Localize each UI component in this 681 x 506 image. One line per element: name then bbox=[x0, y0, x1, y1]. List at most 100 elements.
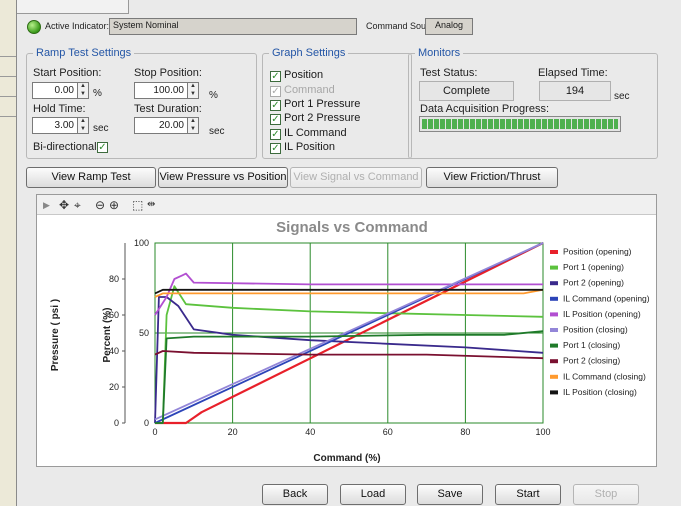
x-tick-label: 80 bbox=[460, 427, 470, 437]
chart-toolbar: ▶ ✥ ⌖ ⊖ ⊕ ⬚ ⇹ bbox=[37, 195, 656, 215]
left-window-strip bbox=[0, 0, 17, 506]
pressure-tick-label: 20 bbox=[109, 382, 119, 392]
legend-swatch bbox=[550, 312, 558, 317]
load-button[interactable]: Load bbox=[340, 484, 406, 505]
percent-axis-label: Percent (%) bbox=[102, 307, 113, 362]
legend-entry: Port 1 (closing) bbox=[563, 340, 620, 350]
bidirectional-checkbox[interactable]: ✓ bbox=[97, 142, 108, 153]
play-arrow-icon[interactable]: ▶ bbox=[43, 200, 50, 210]
x-tick-label: 20 bbox=[228, 427, 238, 437]
zoom-in-icon[interactable]: ⊕ bbox=[109, 198, 120, 212]
spin-down-icon[interactable]: ▼ bbox=[190, 125, 196, 132]
checkbox-icon[interactable]: ✓ bbox=[270, 100, 281, 111]
stop-button: Stop bbox=[573, 484, 639, 505]
cursor-icon[interactable]: ⇹ bbox=[147, 199, 156, 210]
pressure-axis-label: Pressure ( psi ) bbox=[50, 299, 61, 371]
legend-entry: IL Position (closing) bbox=[563, 387, 637, 397]
legend-entry: IL Command (closing) bbox=[563, 371, 646, 381]
legend-entry: Position (closing) bbox=[563, 325, 628, 335]
active-indicator-field: System Nominal bbox=[109, 18, 357, 35]
spin-up-icon[interactable]: ▲ bbox=[190, 118, 196, 124]
percent-tick-label: 50 bbox=[139, 328, 149, 338]
command-source-label: Command Source: bbox=[366, 21, 442, 31]
start-button[interactable]: Start bbox=[495, 484, 561, 505]
series-line-9 bbox=[154, 288, 544, 298]
series-line-1 bbox=[155, 242, 544, 425]
checkbox-icon[interactable]: ✓ bbox=[270, 143, 281, 154]
spin-down-icon[interactable]: ▼ bbox=[190, 90, 196, 97]
window-frame-fragment bbox=[17, 0, 129, 14]
x-axis-label: Command (%) bbox=[313, 453, 380, 464]
graph-option-position[interactable]: ✓ Position bbox=[270, 69, 324, 82]
monitors-group: Monitors bbox=[408, 47, 658, 159]
graph-settings-legend: Graph Settings bbox=[272, 47, 346, 59]
stop-position-value[interactable]: 100.00 bbox=[134, 82, 188, 99]
command-source-field: Analog bbox=[425, 18, 473, 35]
x-tick-label: 100 bbox=[535, 427, 550, 437]
legend-swatch bbox=[550, 250, 558, 254]
graph-option-il-command[interactable]: ✓ IL Command bbox=[270, 127, 347, 140]
save-button[interactable]: Save bbox=[417, 484, 483, 505]
hold-time-value[interactable]: 3.00 bbox=[32, 117, 78, 134]
legend-entry: Position (opening) bbox=[563, 247, 632, 257]
spin-up-icon[interactable]: ▲ bbox=[80, 118, 86, 124]
spin-up-icon[interactable]: ▲ bbox=[80, 83, 86, 89]
checkbox-icon[interactable]: ✓ bbox=[270, 71, 281, 82]
signal-test-panel: Active Indicator: System Nominal Command… bbox=[17, 0, 681, 506]
checkbox-icon[interactable]: ✓ bbox=[270, 129, 281, 140]
spin-down-icon[interactable]: ▼ bbox=[80, 125, 86, 132]
checkbox-icon: ✓ bbox=[270, 86, 281, 97]
legend-entry: Port 2 (opening) bbox=[563, 278, 624, 288]
box-select-icon[interactable]: ⬚ bbox=[132, 198, 144, 212]
series-line-5 bbox=[154, 272, 543, 316]
legend-entry: IL Position (opening) bbox=[563, 309, 641, 319]
elapsed-time-label: Elapsed Time: bbox=[538, 67, 608, 79]
elapsed-time-value: 194 bbox=[539, 81, 611, 101]
graph-option-port1-pressure[interactable]: ✓ Port 1 Pressure bbox=[270, 98, 361, 111]
graph-settings-group: Graph Settings bbox=[262, 47, 412, 159]
chart-title: Signals vs Command bbox=[276, 219, 428, 236]
data-acquisition-label: Data Acquisition Progress: bbox=[420, 103, 550, 115]
pressure-tick-label: 80 bbox=[109, 274, 119, 284]
hold-time-spinner[interactable]: 3.00 ▲ ▼ bbox=[32, 117, 89, 134]
pan-icon[interactable]: ✥ bbox=[59, 198, 70, 212]
graph-option-command: ✓ Command bbox=[270, 84, 335, 97]
legend-swatch bbox=[550, 390, 558, 395]
test-duration-value[interactable]: 20.00 bbox=[134, 117, 188, 134]
test-duration-spinner[interactable]: 20.00 ▲ ▼ bbox=[134, 117, 199, 134]
legend-swatch bbox=[550, 281, 558, 286]
data-acquisition-progress-bar bbox=[419, 116, 621, 132]
checkbox-icon[interactable]: ✓ bbox=[270, 114, 281, 125]
spin-up-icon[interactable]: ▲ bbox=[190, 83, 196, 89]
spin-down-icon[interactable]: ▼ bbox=[80, 90, 86, 97]
view-pressure-vs-position-button[interactable]: View Pressure vs Position bbox=[158, 167, 288, 188]
stop-position-spinner[interactable]: 100.00 ▲ ▼ bbox=[134, 82, 199, 99]
series-line-6 bbox=[154, 242, 544, 421]
series-line-7 bbox=[155, 330, 544, 424]
pressure-tick-label: 0 bbox=[114, 418, 119, 428]
start-position-spinner[interactable]: 0.00 ▲ ▼ bbox=[32, 82, 89, 99]
x-tick-label: 40 bbox=[305, 427, 315, 437]
ramp-test-legend: Ramp Test Settings bbox=[36, 47, 132, 59]
start-position-value[interactable]: 0.00 bbox=[32, 82, 78, 99]
signals-vs-command-chart: Signals vs Command Command (%) Pressure … bbox=[50, 219, 650, 464]
pressure-tick-label: 40 bbox=[109, 346, 119, 356]
view-friction-thrust-button[interactable]: View Friction/Thrust bbox=[426, 167, 558, 188]
chart-panel: ▶ ✥ ⌖ ⊖ ⊕ ⬚ ⇹ Signals vs Command Command… bbox=[36, 194, 657, 467]
x-tick-label: 60 bbox=[383, 427, 393, 437]
zoom-out-icon[interactable]: ⊖ bbox=[95, 198, 106, 212]
back-button[interactable]: Back bbox=[262, 484, 328, 505]
test-duration-unit: sec bbox=[209, 126, 225, 137]
monitors-legend: Monitors bbox=[418, 47, 461, 59]
start-position-unit: % bbox=[93, 88, 102, 99]
zoom-select-icon[interactable]: ⌖ bbox=[74, 198, 81, 212]
legend-swatch bbox=[550, 343, 558, 348]
view-ramp-test-button[interactable]: View Ramp Test bbox=[26, 167, 156, 188]
series-line-10 bbox=[154, 288, 543, 295]
graph-option-port2-pressure[interactable]: ✓ Port 2 Pressure bbox=[270, 112, 361, 125]
pressure-tick-label: 60 bbox=[109, 310, 119, 320]
active-indicator-label: Active Indicator: bbox=[45, 21, 110, 31]
graph-option-il-position[interactable]: ✓ IL Position bbox=[270, 141, 335, 154]
legend-swatch bbox=[550, 265, 558, 270]
test-status-value: Complete bbox=[419, 81, 514, 101]
